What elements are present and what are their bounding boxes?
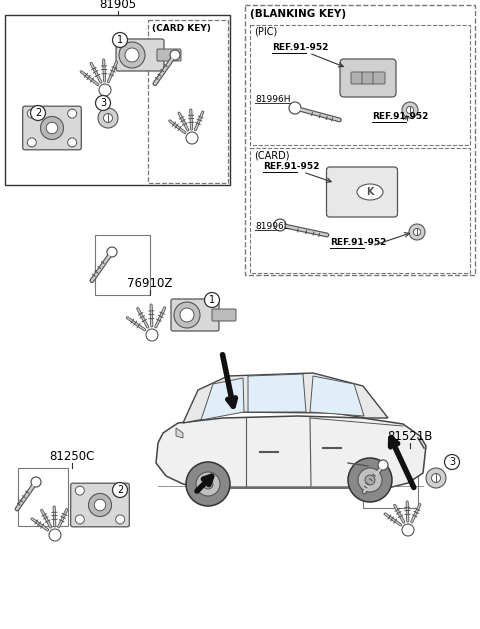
Text: (CARD): (CARD) bbox=[254, 151, 289, 161]
Circle shape bbox=[27, 109, 36, 118]
Text: 1: 1 bbox=[209, 295, 215, 305]
Circle shape bbox=[365, 475, 375, 485]
Circle shape bbox=[348, 458, 392, 502]
Circle shape bbox=[116, 486, 125, 495]
Circle shape bbox=[119, 42, 145, 68]
FancyBboxPatch shape bbox=[71, 483, 129, 527]
FancyBboxPatch shape bbox=[362, 72, 374, 84]
Polygon shape bbox=[201, 378, 244, 420]
Circle shape bbox=[27, 138, 36, 147]
FancyBboxPatch shape bbox=[171, 299, 219, 331]
Circle shape bbox=[75, 486, 84, 495]
Circle shape bbox=[96, 96, 110, 111]
Circle shape bbox=[204, 292, 219, 308]
Text: 1: 1 bbox=[117, 35, 123, 45]
Text: (CARD KEY): (CARD KEY) bbox=[152, 24, 211, 33]
Text: REF.91-952: REF.91-952 bbox=[272, 43, 328, 52]
Circle shape bbox=[112, 482, 128, 498]
Circle shape bbox=[49, 529, 61, 541]
FancyBboxPatch shape bbox=[351, 72, 363, 84]
FancyBboxPatch shape bbox=[148, 20, 228, 183]
Ellipse shape bbox=[357, 184, 383, 200]
Polygon shape bbox=[310, 376, 364, 416]
Polygon shape bbox=[176, 428, 183, 438]
Polygon shape bbox=[183, 373, 388, 423]
FancyBboxPatch shape bbox=[5, 15, 230, 185]
Circle shape bbox=[31, 477, 41, 487]
Polygon shape bbox=[156, 416, 426, 488]
Circle shape bbox=[203, 479, 213, 489]
Text: 3: 3 bbox=[449, 457, 455, 467]
Circle shape bbox=[413, 228, 420, 236]
FancyBboxPatch shape bbox=[250, 148, 470, 273]
FancyBboxPatch shape bbox=[245, 5, 475, 275]
Circle shape bbox=[186, 462, 230, 506]
Circle shape bbox=[107, 247, 117, 257]
Circle shape bbox=[409, 224, 425, 240]
Circle shape bbox=[170, 50, 180, 60]
Circle shape bbox=[98, 108, 118, 128]
Circle shape bbox=[125, 48, 139, 62]
Polygon shape bbox=[248, 374, 306, 412]
Text: REF.91-952: REF.91-952 bbox=[330, 238, 386, 247]
Circle shape bbox=[94, 499, 106, 511]
Circle shape bbox=[88, 494, 111, 516]
Text: 2: 2 bbox=[35, 108, 41, 118]
FancyBboxPatch shape bbox=[363, 448, 418, 508]
Circle shape bbox=[180, 308, 194, 322]
FancyBboxPatch shape bbox=[340, 59, 396, 97]
Circle shape bbox=[68, 138, 77, 147]
FancyBboxPatch shape bbox=[157, 49, 181, 61]
Circle shape bbox=[289, 102, 301, 114]
Circle shape bbox=[378, 460, 388, 470]
Text: 76910Z: 76910Z bbox=[127, 277, 173, 290]
Text: 81521B: 81521B bbox=[387, 430, 432, 443]
Circle shape bbox=[46, 122, 58, 134]
FancyBboxPatch shape bbox=[326, 167, 397, 217]
FancyBboxPatch shape bbox=[250, 25, 470, 145]
Circle shape bbox=[196, 472, 220, 496]
Circle shape bbox=[402, 102, 418, 118]
Text: 81905: 81905 bbox=[99, 0, 137, 11]
FancyBboxPatch shape bbox=[23, 106, 81, 150]
Circle shape bbox=[407, 106, 414, 114]
Text: 2: 2 bbox=[117, 485, 123, 495]
FancyBboxPatch shape bbox=[116, 39, 164, 71]
Text: (BLANKING KEY): (BLANKING KEY) bbox=[250, 9, 346, 19]
Text: REF.91-952: REF.91-952 bbox=[372, 112, 428, 121]
Circle shape bbox=[40, 116, 63, 140]
Text: K: K bbox=[366, 187, 374, 197]
Circle shape bbox=[174, 302, 200, 328]
Circle shape bbox=[426, 468, 446, 488]
Text: 81250C: 81250C bbox=[49, 450, 95, 463]
Circle shape bbox=[75, 515, 84, 524]
Circle shape bbox=[444, 455, 459, 469]
Circle shape bbox=[68, 109, 77, 118]
FancyBboxPatch shape bbox=[212, 309, 236, 321]
FancyBboxPatch shape bbox=[18, 468, 68, 526]
Circle shape bbox=[146, 329, 158, 341]
Circle shape bbox=[31, 106, 46, 121]
Text: REF.91-952: REF.91-952 bbox=[263, 162, 319, 171]
Text: 81996L: 81996L bbox=[255, 222, 289, 231]
Circle shape bbox=[99, 84, 111, 96]
Circle shape bbox=[432, 474, 441, 482]
FancyBboxPatch shape bbox=[373, 72, 385, 84]
Circle shape bbox=[104, 113, 112, 123]
Text: (PIC): (PIC) bbox=[254, 27, 277, 37]
Circle shape bbox=[402, 524, 414, 536]
FancyBboxPatch shape bbox=[95, 235, 150, 295]
Circle shape bbox=[186, 132, 198, 144]
Circle shape bbox=[274, 219, 286, 231]
Text: 81996H: 81996H bbox=[255, 95, 290, 104]
Circle shape bbox=[112, 33, 128, 48]
Circle shape bbox=[358, 468, 382, 492]
Text: 3: 3 bbox=[100, 98, 106, 108]
Circle shape bbox=[116, 515, 125, 524]
